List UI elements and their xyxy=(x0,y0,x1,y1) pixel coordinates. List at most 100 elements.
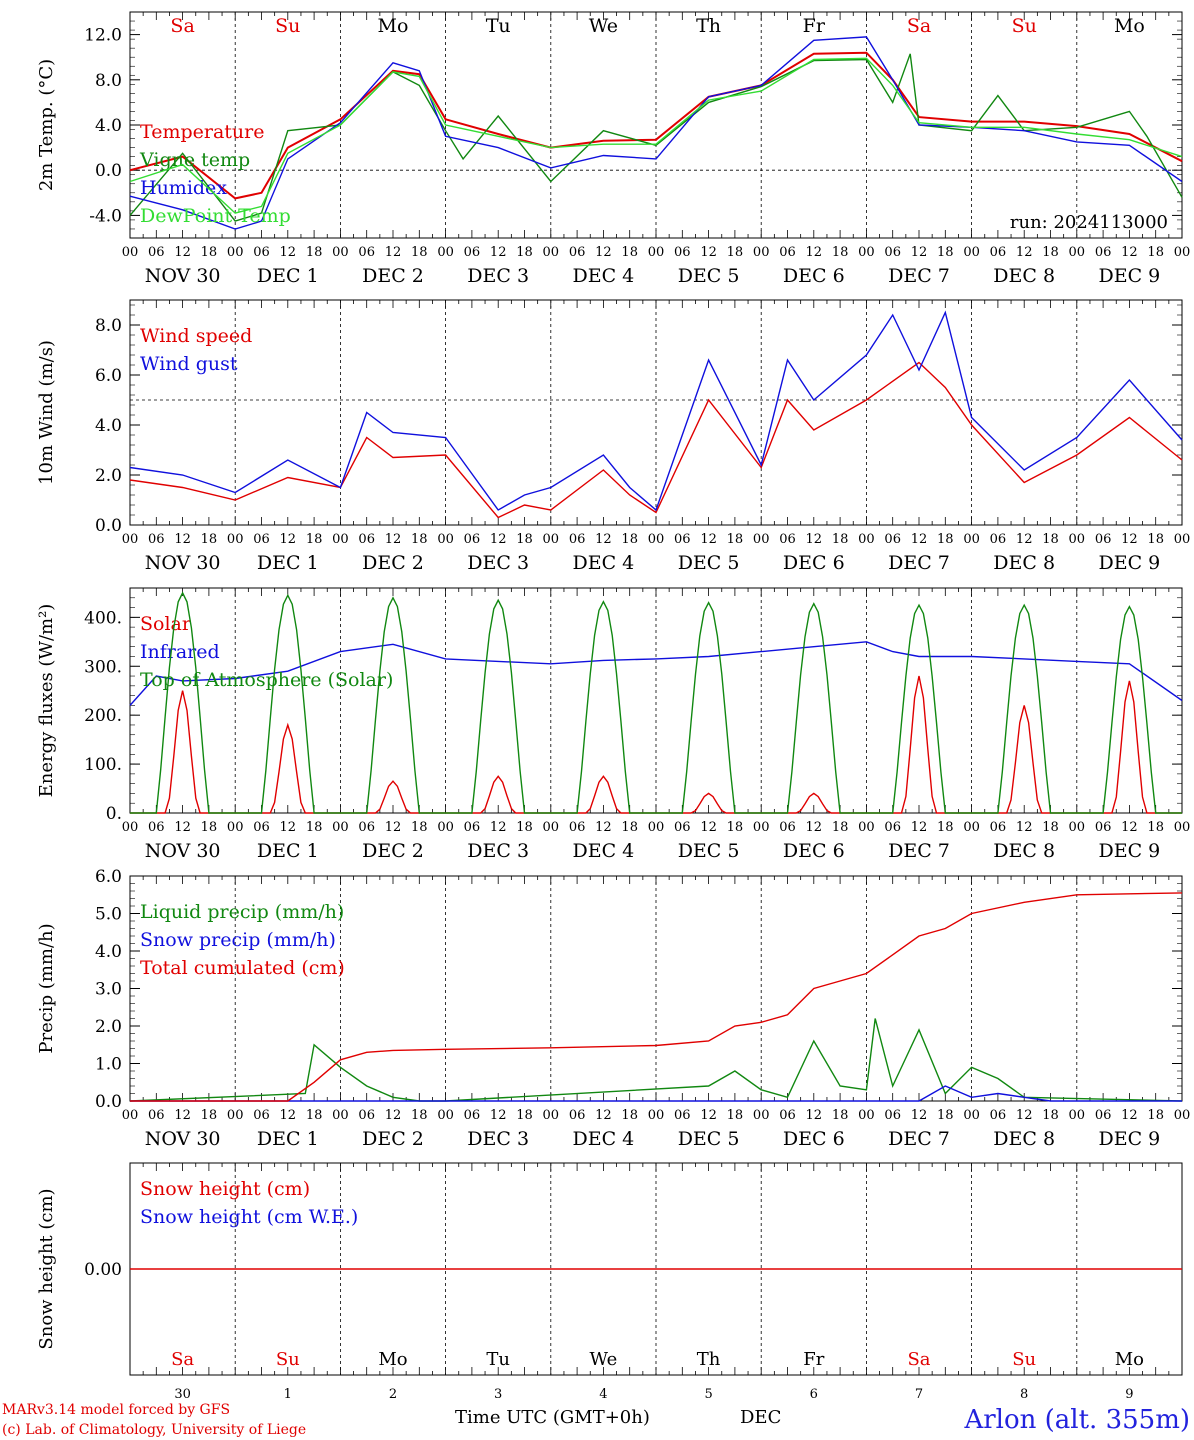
hour-label: 06 xyxy=(884,1108,901,1123)
month-label: DEC xyxy=(740,1407,781,1428)
series-line-top-of-atmosphere-solar- xyxy=(130,591,1182,814)
hour-label: 00 xyxy=(1174,1108,1191,1123)
hour-label: 00 xyxy=(858,245,875,260)
hour-label: 18 xyxy=(621,820,638,835)
hour-label: 00 xyxy=(122,532,139,547)
hour-label: 06 xyxy=(464,820,481,835)
date-label: DEC 4 xyxy=(573,552,635,574)
legend-entry: Total cumulated (cm) xyxy=(140,957,345,979)
hour-label: 06 xyxy=(884,532,901,547)
date-label: DEC 1 xyxy=(257,840,319,862)
hour-label: 18 xyxy=(516,1108,533,1123)
hour-label: 12 xyxy=(700,532,717,547)
hour-label: 12 xyxy=(1016,1108,1033,1123)
date-label: DEC 3 xyxy=(467,552,529,574)
hour-label: 18 xyxy=(201,1108,218,1123)
day-name-label: Su xyxy=(276,1349,300,1370)
chart-panel-3: 0. 100. 200. 300. 400. Energy fluxes (W/m²) So… xyxy=(36,587,1191,862)
hour-label: 06 xyxy=(569,1108,586,1123)
series-line-temperature xyxy=(129,51,1183,200)
day-name-label: We xyxy=(589,15,618,37)
day-name-label: Fr xyxy=(803,15,826,37)
legend-entry: DewPoint Temp xyxy=(140,205,291,227)
hour-label: 00 xyxy=(227,1108,244,1123)
hour-label: 18 xyxy=(937,532,954,547)
hour-label: 00 xyxy=(227,245,244,260)
y-axis-title: Precip (mm/h) xyxy=(36,923,57,1053)
hour-label: 00 xyxy=(1069,245,1086,260)
date-label: DEC 9 xyxy=(1099,265,1161,287)
hour-label: 12 xyxy=(700,1108,717,1123)
hour-label: 18 xyxy=(727,245,744,260)
date-label: NOV 30 xyxy=(145,552,221,574)
y-tick-label: 6.0 xyxy=(95,867,122,887)
day-name-label: Mo xyxy=(1115,1349,1144,1370)
date-label: DEC 2 xyxy=(362,552,424,574)
day-name-label: Th xyxy=(696,15,721,37)
hour-label: 00 xyxy=(1174,820,1191,835)
day-name-label: Mo xyxy=(1114,15,1145,37)
hour-label: 18 xyxy=(832,532,849,547)
date-label: DEC 5 xyxy=(678,552,740,574)
day-number-label: 5 xyxy=(704,1387,712,1402)
hour-label: 12 xyxy=(490,820,507,835)
hour-label: 18 xyxy=(1147,245,1164,260)
hour-label: 06 xyxy=(253,532,270,547)
hour-label: 18 xyxy=(516,820,533,835)
hour-label: 12 xyxy=(280,245,297,260)
hour-label: 18 xyxy=(411,820,428,835)
hour-label: 18 xyxy=(1042,1108,1059,1123)
day-number-label: 1 xyxy=(284,1387,292,1402)
date-label: DEC 3 xyxy=(467,265,529,287)
y-tick-label: 200. xyxy=(84,706,122,726)
chart-panel-5: 0.00 Snow height (cm) Snow height (cm) Snow… xyxy=(36,1162,1183,1402)
hour-label: 18 xyxy=(306,820,323,835)
hour-label: 06 xyxy=(148,1108,165,1123)
hour-label: 00 xyxy=(332,532,349,547)
hour-label: 12 xyxy=(911,532,928,547)
hour-label: 06 xyxy=(253,1108,270,1123)
hour-label: 00 xyxy=(122,1108,139,1123)
date-label: DEC 7 xyxy=(888,265,950,287)
hour-label: 00 xyxy=(648,532,665,547)
station-label: Arlon (alt. 355m) xyxy=(963,1405,1190,1435)
date-label: DEC 4 xyxy=(573,265,635,287)
day-name-label: Tu xyxy=(486,15,511,37)
y-axis-title: 10m Wind (m/s) xyxy=(36,340,57,485)
hour-label: 18 xyxy=(937,820,954,835)
hour-label: 12 xyxy=(1121,820,1138,835)
hour-label: 06 xyxy=(1095,1108,1112,1123)
day-name-label: Sa xyxy=(907,15,931,37)
hour-label: 00 xyxy=(753,245,770,260)
hour-label: 06 xyxy=(148,820,165,835)
y-tick-label: 0.0 xyxy=(95,516,122,536)
hour-label: 12 xyxy=(806,245,823,260)
hour-label: 00 xyxy=(543,245,560,260)
day-name-label: Mo xyxy=(378,15,409,37)
legend-entry: Infrared xyxy=(140,641,220,663)
model-credit: MARv3.14 model forced by GFS xyxy=(2,1402,230,1418)
hour-label: 18 xyxy=(1147,820,1164,835)
hour-label: 06 xyxy=(674,245,691,260)
hour-label: 12 xyxy=(1016,532,1033,547)
hour-label: 00 xyxy=(437,1108,454,1123)
hour-label: 18 xyxy=(727,532,744,547)
hour-label: 12 xyxy=(911,245,928,260)
hour-label: 00 xyxy=(858,532,875,547)
hour-label: 00 xyxy=(1069,820,1086,835)
hour-label: 06 xyxy=(464,245,481,260)
chart-panel-1: -4.0 0.0 4.0 8.0 12.0 2m Temp. (°C) Temperatur… xyxy=(36,11,1191,287)
hour-label: 00 xyxy=(1174,245,1191,260)
hour-label: 06 xyxy=(253,245,270,260)
hour-label: 18 xyxy=(937,1108,954,1123)
date-label: DEC 6 xyxy=(783,1128,845,1150)
hour-label: 06 xyxy=(148,532,165,547)
series-line-liquid-precip-mm-h- xyxy=(129,1018,1183,1102)
y-axis-title: Energy fluxes (W/m²) xyxy=(36,604,57,798)
hour-label: 06 xyxy=(779,820,796,835)
date-label: DEC 9 xyxy=(1099,1128,1161,1150)
hour-label: 00 xyxy=(543,532,560,547)
hour-label: 12 xyxy=(595,245,612,260)
hour-label: 06 xyxy=(674,532,691,547)
